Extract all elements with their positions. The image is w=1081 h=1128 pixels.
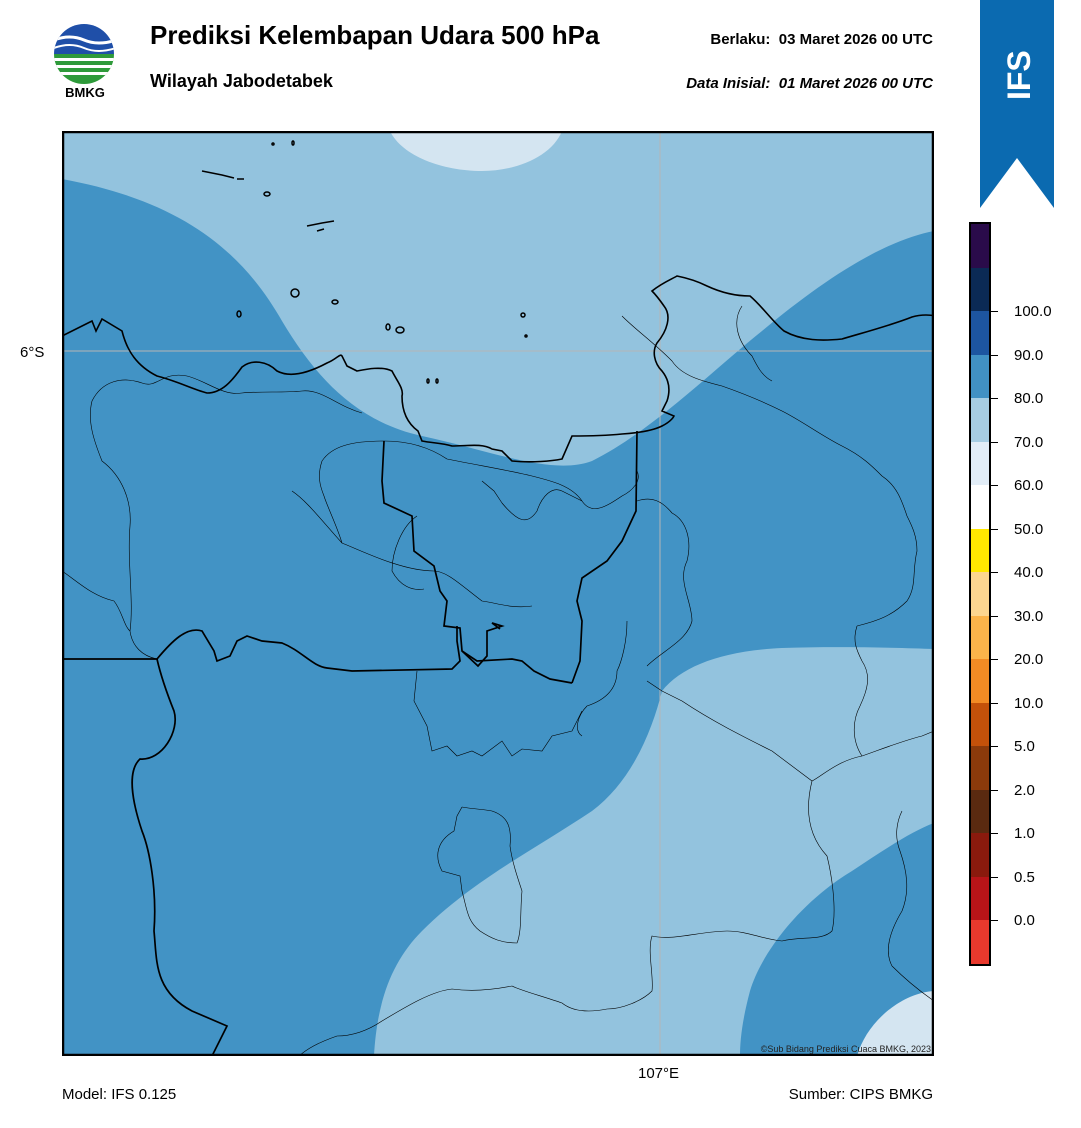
logo-text: BMKG <box>65 85 105 100</box>
valid-label: Berlaku: <box>710 31 771 48</box>
colorbar-segment <box>971 572 989 616</box>
coastline <box>62 275 934 463</box>
colorbar-tick <box>991 789 998 791</box>
longitude-label: 107°E <box>638 1065 680 1082</box>
zone-60-70-south <box>374 647 934 1056</box>
colorbar-label: 1.0 <box>1014 825 1035 843</box>
colorbar-tick <box>991 702 998 704</box>
model-label: Model: IFS 0.125 <box>62 1086 177 1103</box>
source-label: Sumber: CIPS BMKG <box>788 1086 933 1103</box>
colorbar-segment <box>971 354 989 399</box>
ribbon-text: IFS <box>1001 50 1037 100</box>
colorbar-tick <box>991 485 998 487</box>
bmkg-logo <box>54 24 114 84</box>
colorbar-label: 80.0 <box>1014 390 1044 408</box>
colorbar-tick <box>991 311 998 313</box>
zone-60-70-north <box>62 131 934 466</box>
colorbar-segment <box>971 659 989 703</box>
colorbar-segment <box>971 833 989 877</box>
colorbar-segment <box>971 789 989 834</box>
colorbar-label: 90.0 <box>1014 346 1044 364</box>
colorbar-segment <box>971 311 989 355</box>
init-value: 01 Maret 2026 00 UTC <box>778 75 933 92</box>
colorbar-tick <box>991 746 998 748</box>
zone-50-60-south <box>857 991 934 1056</box>
colorbar-tick <box>991 441 998 443</box>
colorbar-segment <box>971 702 989 747</box>
colorbar-tick <box>991 398 998 400</box>
colorbar-label: 60.0 <box>1014 477 1044 495</box>
colorbar-label: 50.0 <box>1014 520 1044 538</box>
init-time: Data Inisial: 01 Maret 2026 00 UTC <box>686 75 933 92</box>
colorbar-label: 0.0 <box>1014 912 1035 930</box>
colorbar-tick <box>991 876 998 878</box>
colorbar-label: 2.0 <box>1014 781 1035 799</box>
zone-50-60-north <box>390 131 562 171</box>
valid-value: 03 Maret 2026 00 UTC <box>778 31 933 48</box>
latitude-label: 6°S <box>20 344 45 361</box>
colorbar <box>969 222 991 966</box>
colorbar-segment <box>971 224 989 268</box>
colorbar-segment <box>971 746 989 790</box>
colorbar-segment <box>971 615 989 660</box>
colorbar-segment <box>971 485 989 529</box>
colorbar-segment <box>971 528 989 573</box>
colorbar-segment <box>971 920 989 964</box>
colorbar-segment <box>971 267 989 312</box>
map-frame <box>62 131 934 1056</box>
colorbar-segment <box>971 876 989 921</box>
colorbar-tick <box>991 572 998 574</box>
colorbar-label: 5.0 <box>1014 738 1035 756</box>
humidity-map <box>62 131 934 1056</box>
colorbar-tick <box>991 615 998 617</box>
colorbar-tick <box>991 659 998 661</box>
page-title: Prediksi Kelembapan Udara 500 hPa <box>150 20 600 50</box>
colorbar-label: 10.0 <box>1014 694 1044 712</box>
islands <box>201 140 528 384</box>
colorbar-label: 70.0 <box>1014 433 1044 451</box>
colorbar-label: 40.0 <box>1014 564 1044 582</box>
colorbar-segment <box>971 398 989 442</box>
model-ribbon: IFS <box>980 0 1054 208</box>
valid-time: Berlaku: 03 Maret 2026 00 UTC <box>710 31 933 48</box>
colorbar-tick <box>991 833 998 835</box>
copyright-text: ©Sub Bidang Prediksi Cuaca BMKG, 2023 <box>760 1044 931 1054</box>
regency-boundaries <box>62 305 934 1056</box>
colorbar-tick <box>991 920 998 922</box>
colorbar-segment <box>971 441 989 486</box>
page-subtitle: Wilayah Jabodetabek <box>150 71 333 91</box>
colorbar-label: 20.0 <box>1014 651 1044 669</box>
province-boundaries <box>62 430 638 1056</box>
colorbar-label: 30.0 <box>1014 607 1044 625</box>
colorbar-tick <box>991 528 998 530</box>
colorbar-label: 0.5 <box>1014 868 1035 886</box>
colorbar-tick <box>991 354 998 356</box>
init-label: Data Inisial: <box>686 75 771 92</box>
colorbar-label: 100.0 <box>1014 303 1052 321</box>
